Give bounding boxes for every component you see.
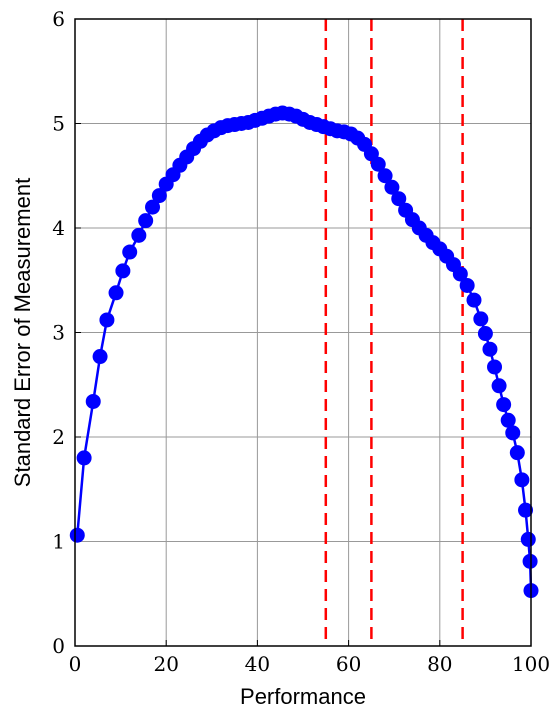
data-point (505, 425, 521, 441)
x-tick-label: 40 (245, 652, 270, 676)
y-tick-label: 1 (52, 530, 65, 554)
data-point (487, 359, 503, 375)
y-tick-label: 6 (52, 7, 65, 31)
y-tick-label: 5 (52, 112, 65, 136)
data-point (108, 285, 124, 301)
data-point (522, 553, 538, 569)
data-point (509, 445, 525, 461)
data-point (496, 397, 512, 413)
data-point (145, 199, 161, 215)
data-point (151, 188, 167, 204)
data-point (384, 179, 400, 195)
x-tick-label: 20 (153, 652, 178, 676)
data-point (69, 527, 85, 543)
data-point (491, 378, 507, 394)
data-point (500, 412, 516, 428)
x-tick-label: 60 (336, 652, 361, 676)
data-point (452, 266, 468, 282)
data-point (466, 292, 482, 308)
y-axis-label: Standard Error of Measurement (10, 178, 35, 487)
data-point (122, 244, 138, 260)
data-point (370, 156, 386, 172)
data-series (69, 105, 539, 599)
data-point (377, 168, 393, 184)
y-tick-label: 3 (52, 321, 65, 345)
data-point (477, 326, 493, 342)
y-tick-label: 4 (52, 216, 65, 240)
y-tick-label: 2 (52, 425, 65, 449)
x-axis-label: Performance (240, 684, 366, 709)
data-point (92, 349, 108, 365)
data-point (514, 472, 530, 488)
data-point (459, 277, 475, 293)
data-point (391, 191, 407, 207)
data-point (518, 502, 534, 518)
x-tick-label: 0 (69, 652, 82, 676)
y-tick-label: 0 (52, 634, 65, 658)
plot-frame (74, 18, 532, 647)
data-point (115, 263, 131, 279)
data-point (99, 312, 115, 328)
tick-labels: 0 20 40 60 80 100 0 1 2 3 4 5 6 (52, 7, 550, 676)
data-point (520, 531, 536, 547)
x-tick-label: 100 (512, 652, 550, 676)
data-point (76, 450, 92, 466)
data-point (473, 311, 489, 327)
x-tick-label: 80 (427, 652, 452, 676)
data-point (85, 393, 101, 409)
data-point (482, 341, 498, 357)
data-point (131, 227, 147, 243)
data-point (138, 213, 154, 229)
